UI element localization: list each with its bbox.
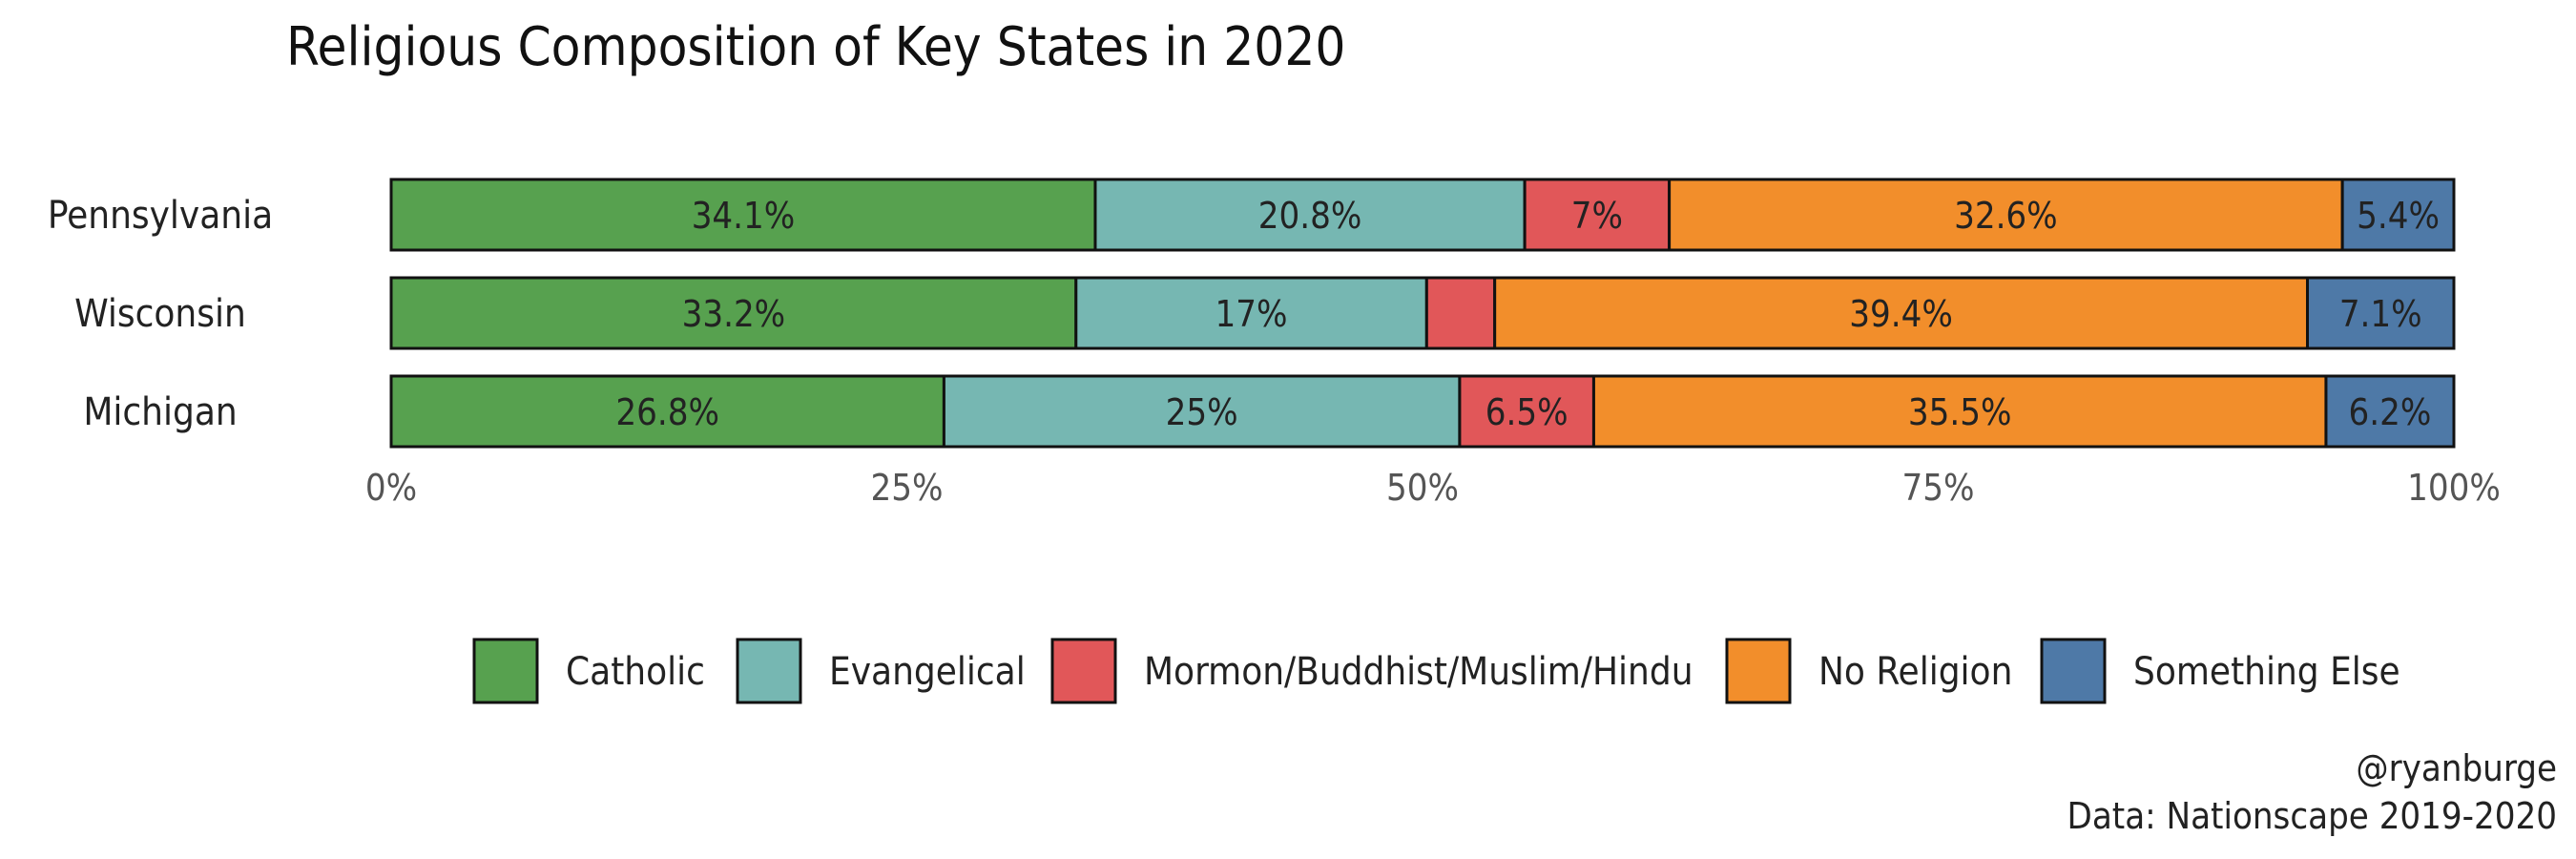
legend-label: No Religion [1818,650,2012,694]
bar-rows: Pennsylvania 34.1% 20.8% 7% 32.6% 5.4% Wiscons… [48,178,2456,449]
x-tick-label: 75% [1902,467,1975,509]
x-tick-label: 100% [2407,467,2501,509]
category-label: Pennsylvania [48,194,273,238]
bar-segment [1093,178,1527,252]
bar-segment [389,178,1097,252]
data-label: 34.1% [692,195,796,237]
chart-title: Religious Composition of Key States in 2… [286,16,1345,78]
bar-segment [389,276,1078,350]
bar-segment [1424,276,1497,350]
category-label: Wisconsin [74,292,246,336]
caption-source: Data: Nationscape 2019-2020 [2067,795,2557,837]
data-label: 6.5% [1485,391,1568,433]
bar-segment [2305,276,2456,350]
legend-label: Evangelical [829,650,1026,694]
bar-segment [1493,276,2309,350]
legend-swatch [2040,638,2107,704]
bar-segment [1523,178,1672,252]
category-label: Michigan [83,390,237,434]
caption-handle: @ryanburge [2356,747,2557,789]
x-tick-label: 0% [365,467,417,509]
data-label: 26.8% [615,391,719,433]
legend-swatch [472,638,539,704]
data-label: 7% [1571,195,1623,237]
bar-segment [1074,276,1428,350]
data-label: 6.2% [2349,391,2432,433]
data-label: 25% [1166,391,1238,433]
data-label: 33.2% [682,293,786,335]
data-label: 17% [1215,293,1288,335]
data-label: 5.4% [2357,195,2440,237]
legend-label: Catholic [566,650,705,694]
legend: Catholic Evangelical Mormon/Buddhist/Musli… [472,638,2400,704]
bar-segment [2340,178,2456,252]
data-label: 35.5% [1908,391,2012,433]
data-label: 39.4% [1849,293,1953,335]
legend-label: Mormon/Buddhist/Muslim/Hindu [1144,650,1693,694]
data-label: 32.6% [1954,195,2058,237]
bar-segment [389,374,945,449]
data-label: 7.1% [2339,293,2422,335]
x-tick-label: 50% [1386,467,1459,509]
x-tick-label: 25% [871,467,944,509]
bar-segment [1591,374,2328,449]
bar-segment [1458,374,1595,449]
legend-label: Something Else [2133,650,2400,694]
x-axis: 0% 25% 50% 75% 100% [365,467,2501,509]
bar-segment [2324,374,2456,449]
legend-swatch [1725,638,1792,704]
data-label: 20.8% [1258,195,1362,237]
legend-swatch [1050,638,1117,704]
legend-swatch [736,638,802,704]
